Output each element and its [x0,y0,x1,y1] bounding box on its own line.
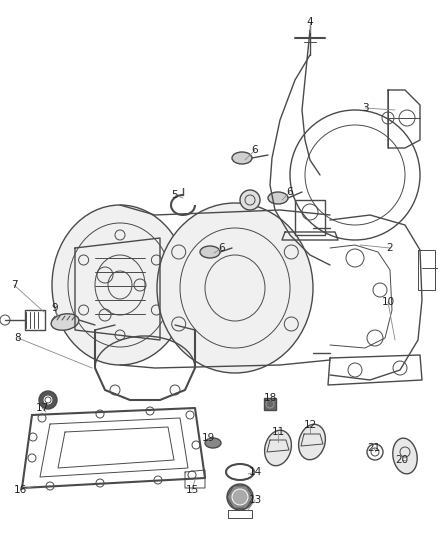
Text: 17: 17 [35,403,49,413]
Text: 15: 15 [185,485,198,495]
Text: 21: 21 [367,443,381,453]
Text: 5: 5 [172,190,178,200]
Text: 14: 14 [248,467,261,477]
Text: 9: 9 [52,303,58,313]
Text: 10: 10 [381,297,395,307]
Text: 7: 7 [11,280,18,290]
Text: 20: 20 [396,455,409,465]
Text: 6: 6 [219,243,225,253]
Ellipse shape [52,205,188,365]
Circle shape [39,391,57,409]
Ellipse shape [205,438,221,448]
Circle shape [43,395,53,405]
Text: 13: 13 [248,495,261,505]
Text: 11: 11 [272,427,285,437]
Ellipse shape [299,424,325,459]
Bar [264,398,276,410]
Text: 2: 2 [387,243,393,253]
Circle shape [227,484,253,510]
Ellipse shape [393,438,417,474]
Text: 12: 12 [304,420,317,430]
Text: 4: 4 [307,17,313,27]
Ellipse shape [157,203,313,373]
Text: 16: 16 [14,485,27,495]
Ellipse shape [232,152,252,164]
Ellipse shape [200,246,220,258]
Ellipse shape [51,314,79,330]
Text: 6: 6 [252,145,258,155]
Circle shape [240,190,260,210]
Circle shape [232,489,248,505]
Text: 18: 18 [263,393,277,403]
Ellipse shape [265,430,291,466]
Ellipse shape [268,192,288,204]
Text: 8: 8 [15,333,21,343]
Text: 3: 3 [362,103,368,113]
Text: 6: 6 [287,187,293,197]
Text: 19: 19 [201,433,215,443]
